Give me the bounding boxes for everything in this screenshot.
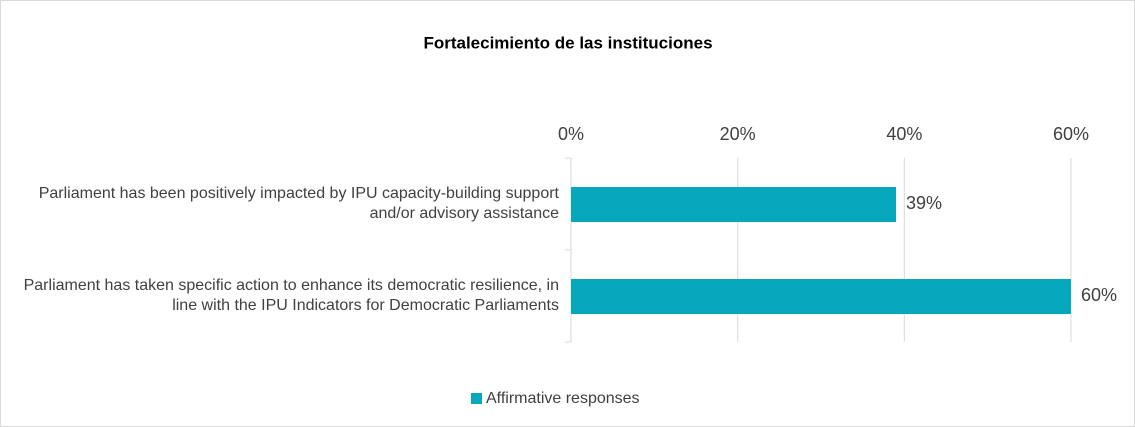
value-label: 39%	[906, 193, 942, 213]
bar	[571, 279, 1071, 314]
x-tick-label: 20%	[720, 124, 756, 144]
x-tick-label: 40%	[886, 124, 922, 144]
bar	[571, 187, 896, 222]
x-tick-label: 0%	[558, 124, 584, 144]
y-tick-label: Parliament has taken specific action to …	[23, 277, 559, 314]
legend-swatch	[471, 393, 482, 404]
legend-label: Affirmative responses	[486, 390, 640, 407]
y-tick-label: Parliament has been positively impacted …	[38, 185, 559, 222]
x-tick-label: 60%	[1053, 124, 1089, 144]
value-label: 60%	[1081, 285, 1117, 305]
chart-title: Fortalecimiento de las instituciones	[423, 33, 712, 52]
